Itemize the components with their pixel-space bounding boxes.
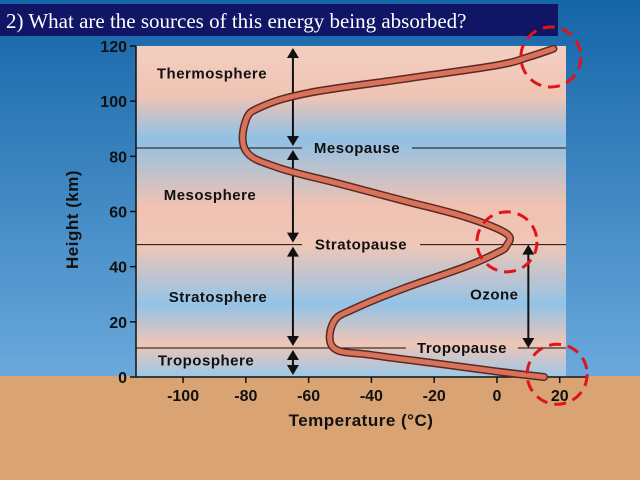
layer-arrow-head [286, 232, 299, 243]
x-tick-label: -100 [167, 388, 199, 405]
layer-label: Troposphere [158, 352, 254, 369]
x-tick-label: -60 [297, 388, 320, 405]
x-tick-label: 20 [551, 388, 569, 405]
ozone-arrow-head [522, 244, 535, 255]
layer-label: Thermosphere [157, 66, 267, 83]
y-tick-label: 0 [118, 370, 127, 387]
layer-arrow-head [286, 48, 299, 58]
x-tick-label: -80 [234, 388, 257, 405]
ozone-label: Ozone [470, 286, 518, 303]
highlight-circle [519, 25, 583, 89]
x-tick-label: -20 [423, 388, 446, 405]
layer-arrow-head [286, 365, 299, 375]
plot-area [136, 46, 566, 377]
y-tick-label: 120 [100, 39, 127, 56]
layer-arrow-head [286, 350, 299, 361]
x-axis-title: Temperature (°C) [289, 411, 434, 430]
temperature-profile-line [240, 46, 556, 380]
y-tick-label: 100 [100, 94, 127, 111]
y-tick-label: 40 [109, 260, 127, 277]
x-tick-label: 0 [492, 388, 501, 405]
layer-arrow-head [286, 336, 299, 347]
x-tick-label: -40 [360, 388, 383, 405]
boundary-label: Tropopause [417, 340, 507, 357]
layer-arrow-head [286, 136, 299, 147]
layer-label: Stratosphere [169, 289, 268, 306]
layer-arrow-head [286, 150, 299, 161]
ozone-arrow-head [522, 338, 535, 349]
ground [0, 376, 640, 480]
highlight-circle [525, 342, 589, 406]
layer-arrow-head [286, 246, 299, 257]
title-bar [0, 4, 558, 36]
y-tick-label: 20 [109, 315, 127, 332]
question-title: 2) What are the sources of this energy b… [6, 9, 466, 33]
y-axis-title: Height (km) [63, 170, 82, 269]
boundary-label: Stratopause [315, 237, 407, 254]
plot-layer: 0 20 40 60 80 100 120 -100 -80 -60 -40 -20 0 20 Temper… [63, 25, 589, 430]
layer-label: Mesosphere [164, 187, 257, 204]
highlight-circle [475, 210, 539, 274]
y-tick-label: 60 [109, 205, 127, 222]
y-tick-label: 80 [109, 149, 127, 166]
boundary-label: Mesopause [314, 140, 400, 157]
